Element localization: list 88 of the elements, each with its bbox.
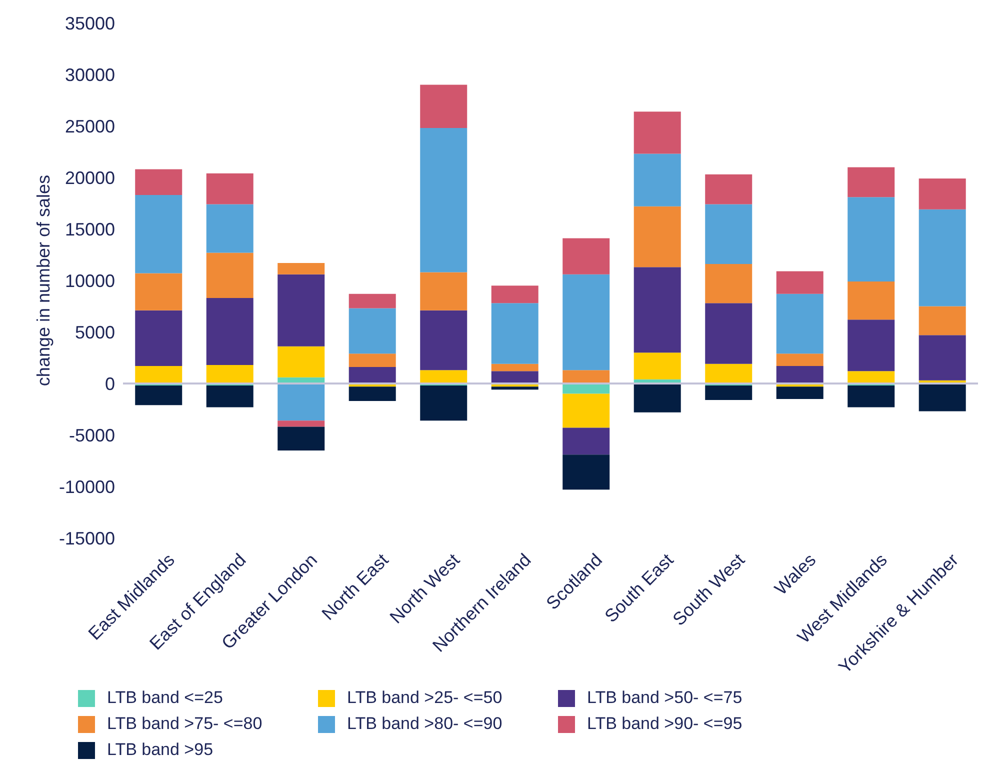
y-tick-label: 25000 (64, 116, 115, 136)
bar (705, 386, 752, 400)
bar (562, 370, 610, 384)
bar (491, 286, 538, 304)
bar (135, 273, 182, 310)
bar (918, 384, 966, 412)
bar (562, 384, 610, 394)
y-tick-label: 35000 (64, 13, 115, 34)
bar (705, 303, 752, 364)
y-axis-title: change in number of sales (33, 174, 54, 386)
bar (348, 367, 396, 384)
bar (562, 454, 610, 490)
y-tick-label: 15000 (64, 219, 115, 240)
legend-label: LTB band <=25 (107, 688, 223, 708)
bar (491, 303, 538, 364)
bar (848, 386, 895, 408)
bar (348, 354, 396, 368)
bar (491, 386, 538, 390)
legend-label: LTB band >95 (107, 740, 214, 760)
bar (420, 370, 468, 384)
bar (705, 204, 752, 264)
bar (848, 197, 895, 282)
legend-label: LTB band >25- <=50 (347, 688, 502, 708)
bar (420, 310, 468, 370)
bar (278, 384, 325, 421)
bar (562, 238, 610, 274)
bar (562, 428, 610, 455)
bar (848, 371, 895, 384)
legend-label: LTB band >80- <=90 (347, 714, 502, 734)
bar (206, 364, 254, 384)
bar (918, 209, 966, 306)
bar (135, 310, 182, 366)
bar (918, 306, 966, 336)
y-tick-label: 30000 (64, 64, 115, 85)
legend-label: LTB band >90- <=95 (587, 714, 742, 734)
bar (278, 426, 325, 450)
bar (135, 195, 182, 274)
y-tick-label: 0 (104, 374, 115, 394)
bar (776, 294, 824, 354)
bar (562, 274, 610, 370)
bar (634, 206, 681, 268)
y-tick-label: -10000 (58, 476, 115, 497)
bar (776, 354, 824, 366)
bar (206, 173, 254, 204)
bar (420, 386, 468, 421)
bar (918, 335, 966, 380)
bar (634, 384, 681, 412)
bar (348, 294, 396, 308)
bar (705, 364, 752, 384)
bar (634, 154, 681, 206)
bar (918, 178, 966, 210)
bar (634, 352, 681, 380)
bar (420, 84, 468, 128)
y-tick-label: 10000 (64, 270, 115, 291)
y-tick-label: -15000 (58, 528, 115, 548)
bar (278, 274, 325, 346)
bar (776, 366, 824, 384)
bar (491, 371, 538, 384)
bar (420, 272, 468, 310)
bar (491, 364, 538, 372)
legend-label: LTB band >75- <=80 (107, 714, 262, 734)
bar (420, 128, 468, 272)
bar (278, 262, 325, 274)
bar (278, 420, 325, 427)
bar (206, 204, 254, 253)
bar (206, 252, 254, 298)
bar (705, 174, 752, 204)
bar (634, 112, 681, 154)
bar (776, 271, 824, 294)
y-tick-label: -5000 (68, 425, 115, 446)
bar (348, 386, 396, 402)
bar (348, 308, 396, 354)
y-tick-label: 20000 (64, 168, 115, 188)
bar (562, 394, 610, 428)
bar (206, 386, 254, 408)
bar (135, 386, 182, 406)
bar (776, 386, 824, 399)
bar (848, 320, 895, 372)
bar (634, 267, 681, 353)
bar (135, 169, 182, 196)
bar (705, 264, 752, 304)
y-tick-label: 5000 (74, 322, 115, 342)
bar (135, 366, 182, 384)
bar (206, 298, 254, 365)
bar (848, 167, 895, 198)
legend-label: LTB band >50- <=75 (587, 688, 742, 708)
bar (278, 346, 325, 378)
bar (848, 282, 895, 320)
